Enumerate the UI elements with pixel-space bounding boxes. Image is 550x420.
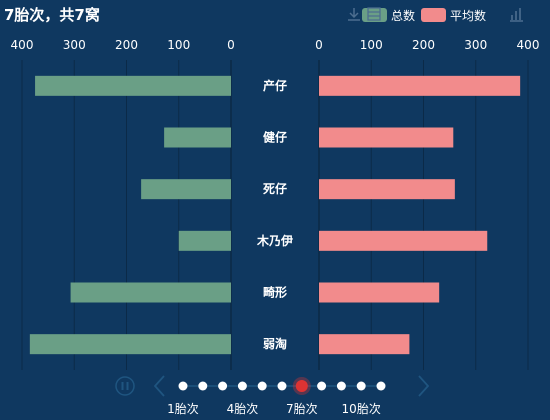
- legend-label-average: 平均数: [450, 8, 487, 23]
- prev-icon[interactable]: [153, 375, 165, 397]
- timeline-point[interactable]: [336, 381, 346, 391]
- legend-label-total: 总数: [391, 8, 416, 23]
- timeline-point[interactable]: [317, 381, 327, 391]
- timeline-point[interactable]: [198, 381, 208, 391]
- timeline-point[interactable]: [237, 381, 247, 391]
- left-tick-label: 200: [115, 38, 138, 52]
- page-title: 7胎次，共7窝: [4, 6, 100, 24]
- left-axis-ticks: 400 300 200 100 0: [11, 38, 235, 52]
- total-bar[interactable]: [70, 282, 231, 303]
- category-label: 产仔: [263, 78, 287, 93]
- download-icon[interactable]: [346, 6, 362, 26]
- average-bar[interactable]: [319, 334, 410, 355]
- timeline-label[interactable]: 1胎次: [167, 402, 199, 416]
- average-bar[interactable]: [319, 75, 521, 96]
- average-bar[interactable]: [319, 230, 488, 251]
- total-bars: [29, 75, 232, 355]
- grid-lines: [21, 60, 529, 370]
- toolbox: [342, 6, 532, 24]
- right-tick-label: 400: [517, 38, 540, 52]
- timeline-point[interactable]: [218, 381, 228, 391]
- category-label: 木乃伊: [256, 233, 293, 248]
- total-bar[interactable]: [141, 179, 231, 200]
- timeline-point[interactable]: [257, 381, 267, 391]
- total-bar[interactable]: [178, 230, 231, 251]
- timeline-point-active[interactable]: [295, 380, 308, 392]
- left-tick-label: 400: [11, 38, 34, 52]
- left-tick-label: 100: [167, 38, 190, 52]
- average-bars: [319, 75, 521, 355]
- legend-swatch-average: [421, 8, 447, 22]
- left-tick-label: 0: [227, 38, 235, 52]
- next-icon[interactable]: [418, 375, 430, 397]
- timeline-label[interactable]: 4胎次: [227, 402, 259, 416]
- data-view-icon[interactable]: [366, 6, 382, 26]
- timeline-label[interactable]: 7胎次: [286, 402, 318, 416]
- bar-chart-icon[interactable]: [508, 6, 524, 26]
- timeline-point[interactable]: [178, 381, 188, 391]
- category-label: 健仔: [263, 130, 287, 145]
- right-tick-label: 100: [360, 38, 383, 52]
- right-tick-label: 300: [464, 38, 487, 52]
- timeline: 1胎次 4胎次 7胎次 10胎次: [115, 375, 430, 416]
- timeline-point[interactable]: [277, 381, 287, 391]
- total-bar[interactable]: [29, 334, 232, 355]
- left-tick-label: 300: [63, 38, 86, 52]
- average-bar[interactable]: [319, 127, 454, 148]
- average-bar[interactable]: [319, 282, 440, 303]
- total-bar[interactable]: [164, 127, 231, 148]
- category-label: 畸形: [263, 285, 287, 300]
- timeline-point[interactable]: [356, 381, 366, 391]
- category-label: 死仔: [263, 181, 287, 196]
- category-label: 弱淘: [263, 336, 287, 351]
- right-tick-label: 200: [412, 38, 435, 52]
- right-axis-ticks: 0 100 200 300 400: [315, 38, 539, 52]
- right-tick-label: 0: [315, 38, 323, 52]
- timeline-point[interactable]: [376, 381, 386, 391]
- legend-item-average[interactable]: 平均数: [421, 7, 486, 24]
- average-bar[interactable]: [319, 179, 455, 200]
- play-button[interactable]: [115, 376, 135, 396]
- total-bar[interactable]: [35, 75, 231, 96]
- timeline-label[interactable]: 10胎次: [342, 402, 381, 416]
